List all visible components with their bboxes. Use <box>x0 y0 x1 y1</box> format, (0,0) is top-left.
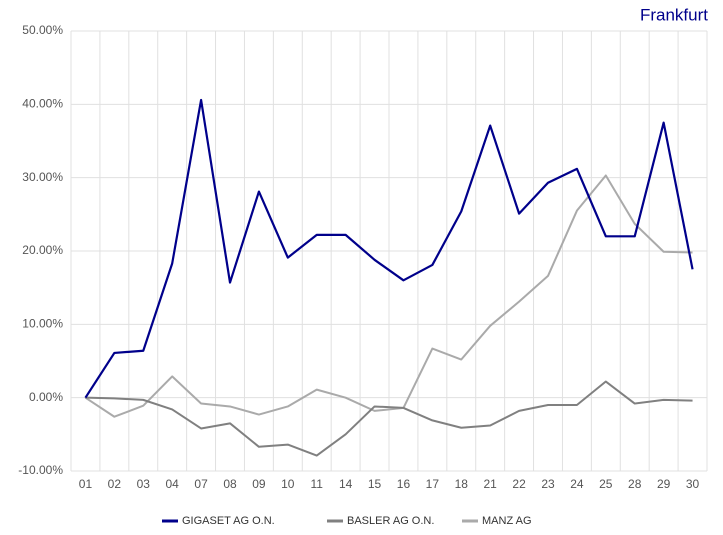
x-tick-label: 21 <box>484 477 498 491</box>
x-tick-label: 16 <box>397 477 411 491</box>
x-tick-label: 22 <box>512 477 526 491</box>
x-tick-label: 04 <box>166 477 180 491</box>
x-tick-label: 17 <box>426 477 440 491</box>
y-tick-label: 50.00% <box>22 23 63 37</box>
y-tick-label: 30.00% <box>22 170 63 184</box>
x-tick-label: 15 <box>368 477 382 491</box>
x-tick-label: 30 <box>686 477 700 491</box>
x-tick-label: 23 <box>541 477 555 491</box>
legend-label: BASLER AG O.N. <box>347 515 434 527</box>
y-tick-label: -10.00% <box>18 463 63 477</box>
y-tick-label: 0.00% <box>29 390 63 404</box>
x-tick-label: 08 <box>223 477 237 491</box>
legend-label: GIGASET AG O.N. <box>182 515 275 527</box>
x-tick-label: 10 <box>281 477 295 491</box>
y-tick-label: 10.00% <box>22 317 63 331</box>
x-tick-label: 24 <box>570 477 584 491</box>
line-series <box>84 174 693 418</box>
x-tick-label: 25 <box>599 477 613 491</box>
x-tick-label: 29 <box>657 477 671 491</box>
x-tick-label: 18 <box>455 477 469 491</box>
x-tick-label: 02 <box>108 477 122 491</box>
chart-title: Frankfurt <box>640 5 708 24</box>
x-tick-label: 09 <box>252 477 266 491</box>
legend-label: MANZ AG <box>482 515 532 527</box>
x-tick-label: 03 <box>137 477 151 491</box>
line-series <box>84 98 694 399</box>
x-tick-label: 11 <box>310 477 323 491</box>
x-tick-label: 14 <box>339 477 353 491</box>
y-tick-label: 20.00% <box>22 243 63 257</box>
x-tick-label: 01 <box>79 477 93 491</box>
line-series <box>85 380 693 457</box>
x-tick-label: 28 <box>628 477 642 491</box>
y-tick-label: 40.00% <box>22 97 63 111</box>
x-tick-label: 07 <box>194 477 208 491</box>
